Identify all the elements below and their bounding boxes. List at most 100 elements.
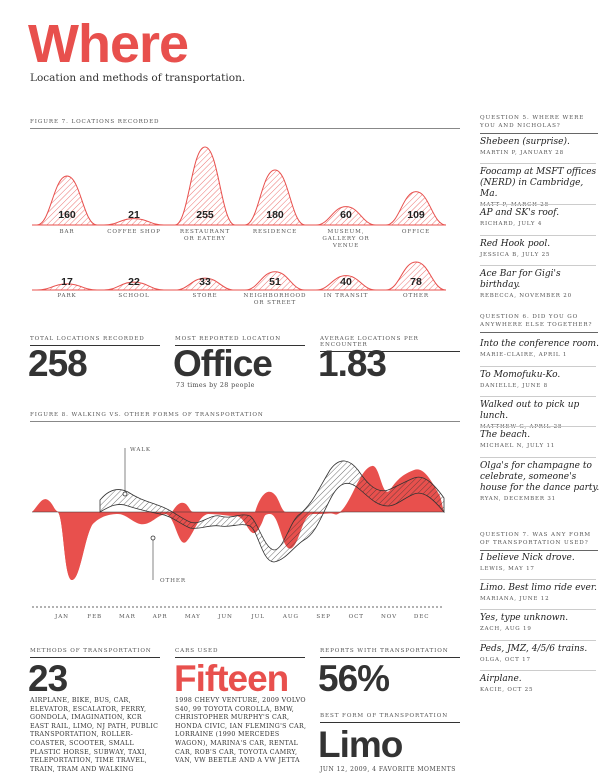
row2-value-other: 78 xyxy=(410,276,422,288)
answer-text: Yes, type unknown. xyxy=(480,613,569,623)
reports-label: Reports with Transportation xyxy=(320,648,460,658)
row1-peaks-peak-4 xyxy=(315,206,377,226)
answer-separator xyxy=(480,609,596,610)
other-label: Other xyxy=(160,578,186,584)
answer-item: Walked out to pick up lunch. Matthew G, A… xyxy=(480,400,600,430)
row2-value-transit: 40 xyxy=(340,276,352,288)
answer-author: Danielle, June 8 xyxy=(480,383,548,389)
answer-text: Ace Bar for Gigi's birthday. xyxy=(480,269,561,290)
row2-label-neighborhood: Neighborhood or Street xyxy=(243,293,307,306)
answer-item: AP and SK's roof. Richard, July 4 xyxy=(480,208,600,227)
row1-value-museum: 60 xyxy=(340,209,352,221)
answer-item: Peds, JMZ, 4/5/6 trains. Olga, Oct 17 xyxy=(480,644,600,663)
answer-item: Yes, type unknown. Zach, Aug 19 xyxy=(480,613,600,632)
methods-value: 23 xyxy=(28,658,68,699)
month-label: Dec xyxy=(413,614,430,620)
question-6: Question 6. Did you go anywhere else tog… xyxy=(480,313,598,333)
month-label: Apr xyxy=(152,614,168,620)
row2-peaks-peak-1 xyxy=(103,281,165,291)
month-label: Mar xyxy=(119,614,136,620)
month-label: Jun xyxy=(218,614,233,620)
cars-label: Cars Used xyxy=(175,648,305,658)
best-note: Jun 12, 2009, 4 favorite moments xyxy=(320,766,456,773)
answer-separator xyxy=(480,579,596,580)
most-reported-note: 73 times by 28 people xyxy=(176,382,255,389)
answer-text: Limo. Best limo ride ever. xyxy=(480,583,598,593)
other-marker xyxy=(150,535,156,541)
answer-author: Richard, July 4 xyxy=(480,221,543,227)
walk-marker xyxy=(122,491,128,497)
answer-author: Zach, Aug 19 xyxy=(480,626,532,632)
answer-author: Olga, Oct 17 xyxy=(480,657,531,663)
row1-peaks-peak-2 xyxy=(174,146,236,226)
row2-value-neighborhood: 51 xyxy=(269,276,281,288)
figure7-caption: Figure 7. Locations Recorded xyxy=(30,119,160,125)
answer-text: Foocamp at MSFT offices (NERD) in Cambri… xyxy=(480,167,597,199)
best-label: Best Form of Transportation xyxy=(320,713,460,723)
answer-separator xyxy=(480,396,596,397)
row2-label-transit: In Transit xyxy=(323,293,369,299)
reports-value: 56% xyxy=(318,658,390,699)
answer-separator xyxy=(480,640,596,641)
answer-author: Jessica B, July 25 xyxy=(480,252,551,258)
answer-text: Olga's for champagne to celebrate, someo… xyxy=(480,461,600,493)
walk-label: Walk xyxy=(130,447,152,453)
row2-peaks-peak-0 xyxy=(36,283,98,291)
average-locations-label: Average Locations per Encounter xyxy=(320,336,460,352)
answer-item: Foocamp at MSFT offices (NERD) in Cambri… xyxy=(480,167,600,208)
row1-label-coffee: Coffee Shop xyxy=(107,229,161,235)
total-locations-value: 258 xyxy=(28,343,88,384)
answer-text: Peds, JMZ, 4/5/6 trains. xyxy=(480,644,588,654)
total-locations-label: Total Locations Recorded xyxy=(30,336,160,346)
answer-text: Into the conference room. xyxy=(480,339,599,349)
answer-author: Kacie, Oct 25 xyxy=(480,687,534,693)
figure7-rule xyxy=(30,128,460,129)
row1-peaks-peak-0 xyxy=(36,175,98,226)
row1-peaks-peak-5 xyxy=(385,191,447,226)
answer-author: Mariana, June 12 xyxy=(480,596,550,602)
answer-separator xyxy=(480,670,596,671)
month-label: Jan xyxy=(55,614,69,620)
methods-label: Methods of Transportation xyxy=(30,648,160,658)
answer-item: Red Hook pool. Jessica B, July 25 xyxy=(480,239,600,258)
answer-separator xyxy=(480,265,596,266)
row1-label-restaurant: Restaurant or Eatery xyxy=(179,229,231,242)
row2-label-other: Other xyxy=(403,293,429,299)
other-upper-may xyxy=(172,502,194,512)
answer-separator xyxy=(480,204,596,205)
answer-author: Ryan, December 31 xyxy=(480,496,556,502)
row1-label-bar: Bar xyxy=(59,229,75,235)
row1-value-bar: 160 xyxy=(58,209,76,221)
other-upper-jan xyxy=(32,499,60,512)
answer-text: AP and SK's roof. xyxy=(480,208,560,218)
answer-item: I believe Nick drove. Lewis, May 17 xyxy=(480,553,600,572)
page-subtitle: Location and methods of transportation. xyxy=(30,72,246,84)
answer-item: Airplane. Kacie, Oct 25 xyxy=(480,674,600,693)
row1-label-museum: Museum, Gallery or Venue xyxy=(322,229,370,249)
month-label: Nov xyxy=(380,614,398,620)
answer-text: To Momofuku-Ko. xyxy=(480,370,561,380)
row2-peaks-peak-3 xyxy=(244,271,306,291)
answer-item: Ace Bar for Gigi's birthday. Rebecca, Nov… xyxy=(480,269,600,299)
answer-author: Marie-Claire, April 1 xyxy=(480,352,568,358)
answer-author: Martin P, January 28 xyxy=(480,150,564,156)
cars-list: 1998 Chevy Venture, 2009 Volvo S40, 99 T… xyxy=(175,697,307,765)
row2-label-store: Store xyxy=(192,293,218,299)
most-reported-value: Office xyxy=(173,343,273,384)
row1-peaks xyxy=(36,146,447,226)
answer-author: Rebecca, November 20 xyxy=(480,293,572,299)
transport-chart xyxy=(32,448,445,608)
question-7: Question 7. Was any form of transportati… xyxy=(480,531,598,551)
row2-label-school: School xyxy=(118,293,150,299)
page-title: Where xyxy=(28,14,189,74)
row1-peaks-peak-3 xyxy=(244,169,306,226)
answer-separator xyxy=(480,163,596,164)
answer-text: Shebeen (surprise). xyxy=(480,137,570,147)
answer-author: Matt P, March 28 xyxy=(480,202,549,208)
row2-peaks xyxy=(36,261,447,291)
row2-value-store: 33 xyxy=(199,276,211,288)
answer-separator xyxy=(480,426,596,427)
answer-author: Michael N, July 11 xyxy=(480,443,556,449)
figure8-rule xyxy=(30,421,460,422)
row1-value-office: 109 xyxy=(407,209,425,221)
